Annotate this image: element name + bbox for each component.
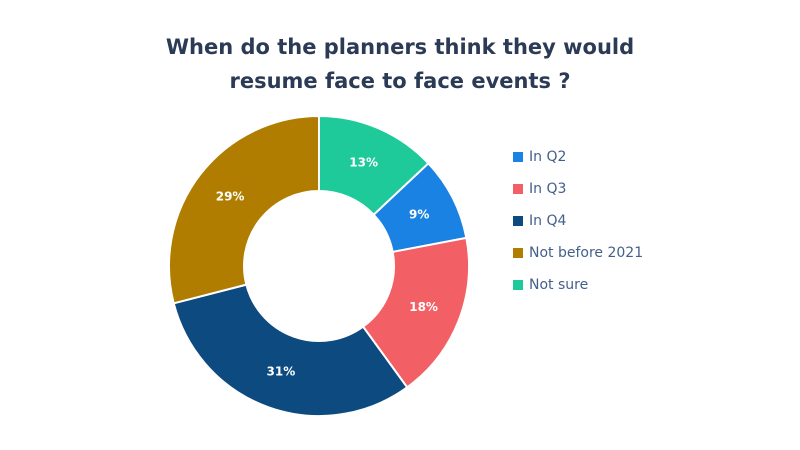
legend-label: In Q2: [529, 149, 566, 165]
data-label: 31%: [267, 364, 296, 378]
legend-swatch: [513, 280, 523, 290]
legend-label: In Q4: [529, 213, 566, 229]
data-label: 13%: [349, 155, 378, 169]
slice: [318, 114, 430, 217]
legend-swatch: [513, 184, 523, 194]
legend-label: In Q3: [529, 181, 566, 197]
data-label: 18%: [409, 300, 438, 314]
data-label: 9%: [409, 207, 429, 221]
legend-label: Not sure: [529, 277, 588, 293]
slice: [172, 283, 409, 417]
legend-swatch: [513, 248, 523, 258]
legend-swatch: [513, 152, 523, 162]
slice: [361, 236, 470, 389]
chart-title: When do the planners think they would re…: [165, 35, 635, 93]
slice: [168, 114, 320, 305]
legend-swatch: [513, 216, 523, 226]
legend-label: Not before 2021: [529, 245, 643, 261]
data-label: 29%: [216, 190, 245, 204]
